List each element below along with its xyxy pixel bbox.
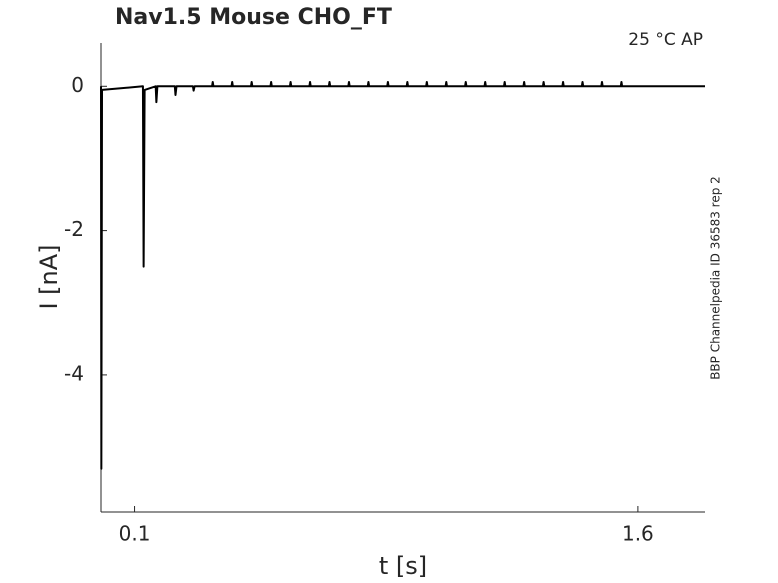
y-tick-label: -4 <box>64 361 84 385</box>
x-axis-label: t [s] <box>379 552 427 580</box>
annotation: 25 °C AP <box>628 30 703 50</box>
x-tick-label: 1.6 <box>622 522 654 546</box>
line-series <box>100 80 705 470</box>
side-note: BBP Channelpedia ID 36583 rep 2 <box>709 176 723 380</box>
y-tick-label: 0 <box>71 73 84 97</box>
chart-title: Nav1.5 Mouse CHO_FT <box>115 5 392 30</box>
y-axis-label: I [nA] <box>35 244 63 309</box>
x-tick-label: 0.1 <box>119 522 151 546</box>
y-tick-label: -2 <box>64 217 84 241</box>
